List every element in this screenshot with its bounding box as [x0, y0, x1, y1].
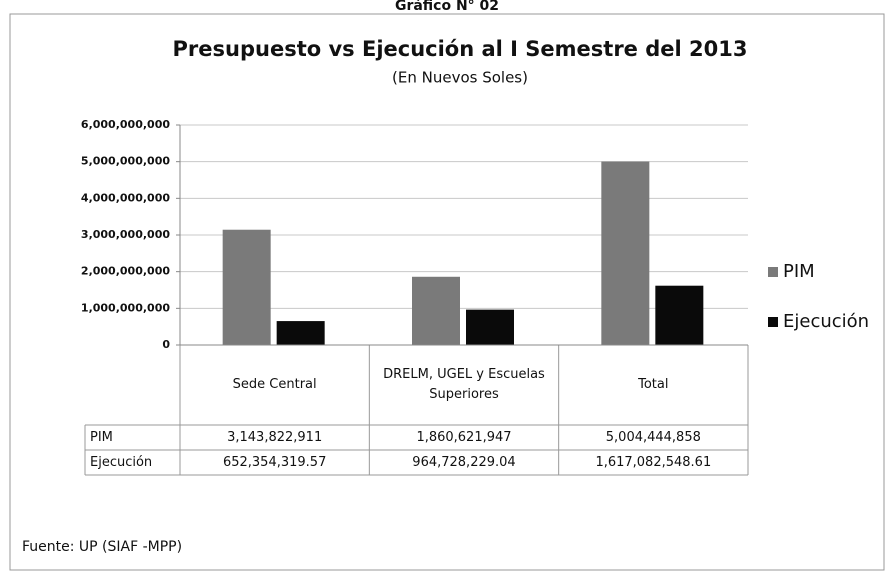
table-value: 1,617,082,548.61: [595, 455, 711, 470]
category-cell: Total: [638, 377, 669, 392]
table-value: 652,354,319.57: [223, 455, 326, 470]
category-cell: DRELM, UGEL y Escuelas Superiores: [383, 367, 545, 402]
source-note: Fuente: UP (SIAF -MPP): [22, 539, 182, 555]
y-tick-label: 0: [162, 338, 170, 351]
bar: [276, 321, 325, 345]
x-tick-label: DRELM, UGEL y Escuelas Superiores: [383, 367, 545, 402]
legend-label: Ejecución: [783, 311, 869, 332]
x-tick-label: Sede Central: [232, 377, 317, 392]
y-tick-label: 1,000,000,000: [81, 301, 170, 314]
legend-swatch: [768, 267, 778, 277]
table-value: 3,143,822,911: [227, 430, 322, 445]
table-row-label: Ejecución: [90, 455, 152, 470]
legend-swatch: [768, 317, 778, 327]
y-tick-label: 5,000,000,000: [81, 155, 170, 168]
bar: [655, 285, 704, 345]
y-tick-label: 3,000,000,000: [81, 228, 170, 241]
y-tick-label: 6,000,000,000: [81, 118, 170, 131]
chart-subtitle: (En Nuevos Soles): [392, 69, 528, 87]
y-tick-label: 2,000,000,000: [81, 265, 170, 278]
category-cell: Sede Central: [232, 377, 317, 392]
table-value: 5,004,444,858: [606, 430, 701, 445]
y-tick-label: 4,000,000,000: [81, 191, 170, 204]
table-row-label: PIM: [90, 430, 113, 445]
chart-title: Presupuesto vs Ejecución al I Semestre d…: [173, 37, 748, 61]
bar: [222, 229, 271, 345]
x-tick-label: Total: [638, 377, 669, 392]
bar: [466, 309, 514, 345]
bar: [412, 276, 460, 345]
table-value: 964,728,229.04: [412, 455, 515, 470]
legend-label: PIM: [783, 261, 815, 282]
bar: [601, 161, 650, 345]
chart-heading: Gráfico N° 02: [395, 0, 499, 14]
table-value: 1,860,621,947: [416, 430, 511, 445]
